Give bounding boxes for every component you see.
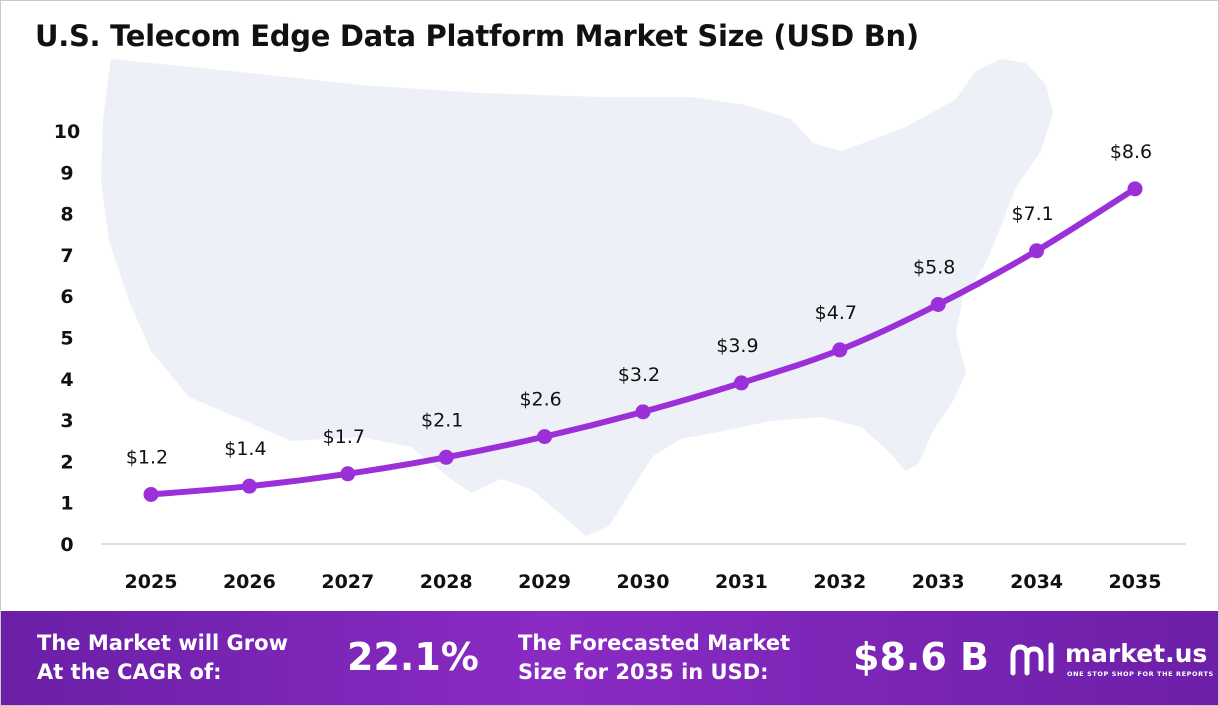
chart-title: U.S. Telecom Edge Data Platform Market S… — [35, 19, 919, 53]
logo-tagline: ONE STOP SHOP FOR THE REPORTS — [1067, 670, 1214, 678]
x-tick-label: 2027 — [321, 571, 374, 593]
y-tick-label: 10 — [54, 121, 80, 143]
y-tick-label: 0 — [60, 534, 73, 556]
data-label: $1.7 — [323, 426, 365, 448]
y-tick-label: 8 — [60, 204, 73, 226]
y-tick-label: 4 — [60, 369, 73, 391]
x-tick-label: 2026 — [223, 571, 276, 593]
data-point — [635, 404, 651, 420]
data-point — [832, 342, 848, 358]
data-point — [1029, 243, 1045, 259]
y-tick-label: 9 — [60, 162, 73, 184]
data-point — [930, 296, 946, 312]
forecast-text-line1: The Forecasted Market — [518, 631, 791, 655]
data-point — [537, 429, 553, 445]
footer-banner: The Market will Grow At the CAGR of: 22.… — [1, 611, 1218, 705]
data-label: $5.8 — [913, 256, 955, 278]
data-label: $7.1 — [1011, 203, 1053, 225]
data-label: $3.2 — [618, 364, 660, 386]
x-tick-label: 2031 — [715, 571, 768, 593]
cagr-text-line2: At the CAGR of: — [37, 660, 222, 684]
data-point — [438, 449, 454, 465]
market-us-logo-icon — [1010, 642, 1054, 676]
x-tick-label: 2034 — [1010, 571, 1063, 593]
data-point — [1127, 181, 1143, 197]
data-label: $2.6 — [519, 389, 561, 411]
y-tick-label: 2 — [60, 451, 73, 473]
data-label: $8.6 — [1110, 141, 1152, 163]
market-us-logo[interactable]: market.us ONE STOP SHOP FOR THE REPORTS — [1007, 633, 1214, 685]
data-label: $4.7 — [815, 302, 857, 324]
x-tick-label: 2030 — [617, 571, 670, 593]
y-tick-label: 7 — [60, 245, 73, 267]
data-point — [733, 375, 749, 391]
data-label: $2.1 — [421, 409, 463, 431]
forecast-text-line2: Size for 2035 in USD: — [518, 660, 769, 684]
data-point — [143, 486, 159, 502]
x-tick-label: 2032 — [813, 571, 866, 593]
y-tick-label: 6 — [60, 286, 73, 308]
data-label: $1.2 — [126, 446, 168, 468]
data-label: $3.9 — [716, 335, 758, 357]
x-tick-label: 2025 — [125, 571, 178, 593]
data-point — [241, 478, 257, 494]
x-tick-label: 2035 — [1109, 571, 1162, 593]
cagr-value: 22.1% — [347, 635, 479, 679]
data-label: $1.4 — [224, 438, 266, 460]
x-tick-label: 2029 — [518, 571, 571, 593]
cagr-text-line1: The Market will Grow — [37, 631, 288, 655]
logo-name: market.us — [1065, 639, 1208, 668]
line-chart: 0 1 2 3 4 5 6 7 8 9 10 2025 2026 2027 2028 2029 2030 203… — [54, 59, 1186, 593]
y-tick-label: 5 — [60, 328, 73, 350]
forecast-value: $8.6 B — [853, 635, 989, 679]
data-point — [340, 466, 356, 482]
x-tick-label: 2033 — [912, 571, 965, 593]
us-map-background — [101, 59, 1053, 536]
y-tick-label: 3 — [60, 410, 73, 432]
x-tick-label: 2028 — [420, 571, 473, 593]
y-tick-label: 1 — [60, 493, 73, 515]
